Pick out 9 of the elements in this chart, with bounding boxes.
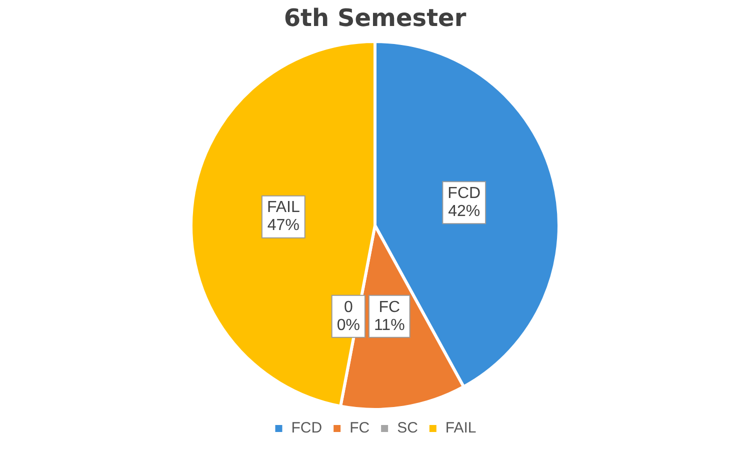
- text: 0 0%: [336, 298, 360, 334]
- legend-label: FCD: [291, 420, 322, 437]
- data-label: FCD 42%: [448, 185, 481, 220]
- legend-label: SC: [397, 420, 418, 437]
- legend-label: FAIL: [445, 420, 476, 437]
- legend-label: FC: [350, 420, 370, 437]
- chart-title: 6th Semester: [282, 3, 468, 34]
- data-label: FAIL 47%: [266, 199, 300, 234]
- data-label: FC 11%: [374, 298, 405, 334]
